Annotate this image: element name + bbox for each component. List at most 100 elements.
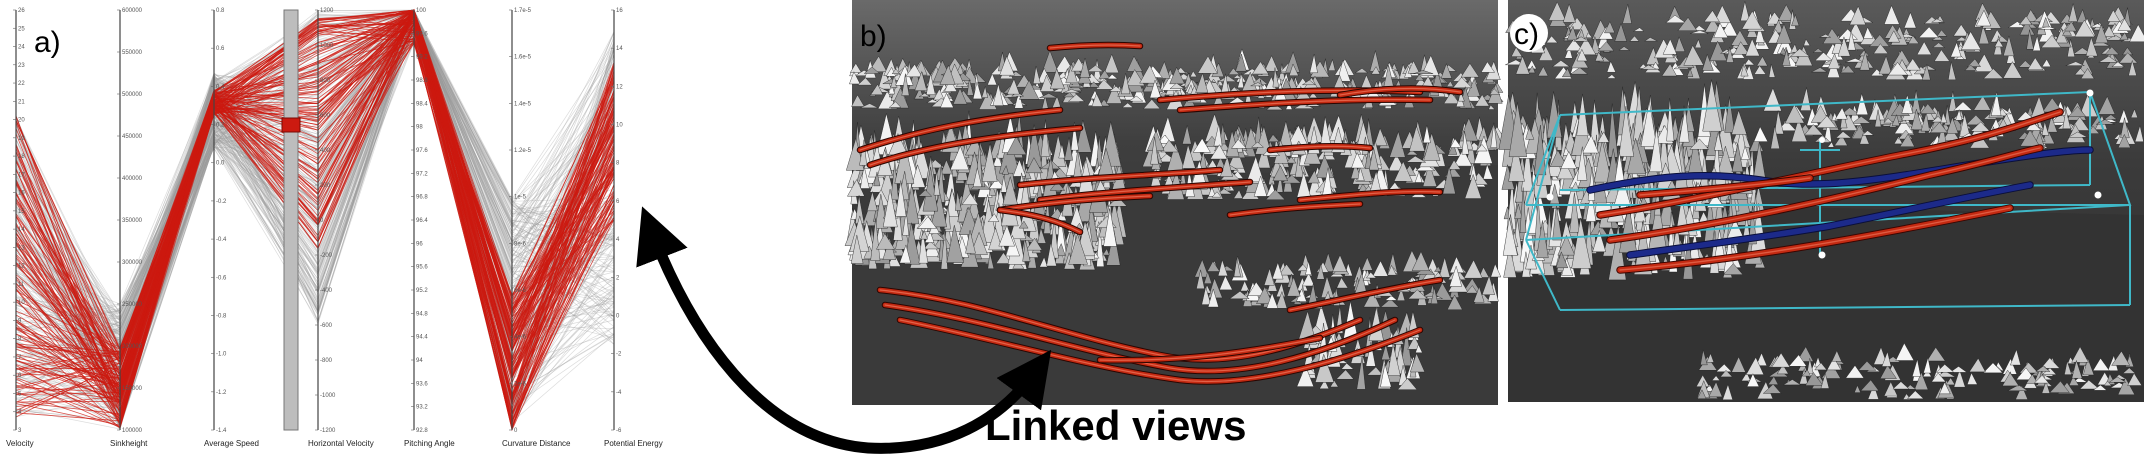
- terrain-spike: [2027, 57, 2044, 70]
- terrain-spike: [1683, 44, 1705, 66]
- terrain-spike: [1856, 92, 1869, 115]
- terrain-spike: [1393, 161, 1413, 182]
- tube-red[interactable]: [1617, 205, 2013, 273]
- pc-tick-label: 600: [320, 113, 331, 119]
- terrain-spike: [2047, 115, 2058, 133]
- axis-range-handle[interactable]: [281, 117, 301, 133]
- pc-tick-label: 0.4: [216, 84, 225, 90]
- terrain-spike: [2038, 25, 2057, 30]
- terrain-spike: [1414, 170, 1423, 183]
- terrain-spike: [1781, 49, 1791, 66]
- terrain-spike: [1791, 13, 1800, 26]
- terrain-spike: [2064, 360, 2072, 375]
- terrain-spike: [1571, 217, 1592, 269]
- terrain-spike: [1858, 360, 1877, 371]
- terrain-spike: [1755, 352, 1768, 366]
- terrain-spike: [1448, 143, 1458, 155]
- pc-tick-label: 1.2e-5: [514, 148, 532, 154]
- terrain-spike: [1014, 91, 1024, 109]
- pc-tick-label: 800: [320, 78, 331, 84]
- terrain-spike: [1789, 48, 1811, 57]
- pc-tick-label: -1.2: [216, 390, 227, 396]
- terrain-spike: [1006, 78, 1020, 95]
- terrain-spike: [1847, 30, 1856, 51]
- terrain-spike: [1450, 138, 1462, 148]
- terrain-spike: [1463, 259, 1483, 279]
- linked-views-arrow: [636, 206, 1052, 454]
- terrain-spike: [1041, 49, 1059, 73]
- pc-tick-label: 12: [18, 264, 25, 270]
- terrain-spike: [2025, 121, 2042, 131]
- terrain-spike: [1217, 188, 1233, 195]
- terrain-spike: [1899, 133, 1915, 147]
- terrain-spike: [1837, 36, 1851, 57]
- terrain-spike: [1572, 36, 1590, 42]
- terrain-spike: [1335, 369, 1355, 380]
- pc-tick-label: 0.8: [216, 8, 225, 14]
- terrain-spike: [1406, 149, 1419, 156]
- terrain-spike: [1208, 186, 1216, 197]
- terrain-spike: [1804, 124, 1824, 136]
- tube-red[interactable]: [1607, 145, 2043, 243]
- terrain-spike: [1709, 40, 1728, 61]
- terrain-spike: [1519, 187, 1527, 233]
- pc-tick-label: 1e-5: [514, 195, 527, 201]
- bounding-box-handles[interactable]: [1546, 89, 2102, 259]
- terrain-spike: [1803, 38, 1811, 46]
- terrain-spike: [1827, 141, 1835, 148]
- terrain-spike: [849, 62, 862, 73]
- terrain-spike: [1834, 107, 1848, 120]
- tube-highlight: [1299, 190, 1441, 201]
- terrain-spike: [972, 81, 983, 100]
- terrain-spike: [1086, 64, 1104, 72]
- terrain-spike: [1203, 270, 1213, 284]
- selection-bounding-box[interactable]: [1525, 90, 2132, 311]
- terrain-spike: [1873, 346, 1888, 365]
- terrain-spike: [1301, 272, 1315, 287]
- pc-tick-label: 19: [18, 136, 25, 142]
- terrain-spike: [1883, 4, 1900, 25]
- terrain-spike: [1711, 375, 1721, 381]
- terrain-spike: [1970, 121, 1991, 132]
- terrain-spike: [1181, 143, 1196, 169]
- terrain-spike: [1791, 118, 1808, 142]
- tube-red[interactable]: [1637, 175, 1813, 198]
- terrain-spike: [2122, 367, 2136, 374]
- terrain-spike: [1508, 142, 1525, 182]
- pc-tick-label: -1.4: [216, 428, 227, 434]
- tube-red[interactable]: [1597, 109, 2063, 218]
- terrain-spike: [1953, 369, 1966, 388]
- terrain-spike: [1296, 264, 1309, 271]
- terrain-spike: [1931, 372, 1947, 383]
- terrain-spike: [1860, 379, 1880, 391]
- terrain-spike: [1948, 91, 1957, 112]
- terrain-spike: [1755, 24, 1765, 43]
- pc-tick-label: 0.0: [216, 161, 225, 167]
- tube-blue[interactable]: [1627, 182, 2033, 258]
- terrain-spike: [1096, 224, 1105, 267]
- terrain-spike: [1990, 91, 2002, 116]
- terrain-spike: [2103, 114, 2118, 120]
- terrain-spike: [1893, 136, 1903, 145]
- tube-blue[interactable]: [1587, 147, 2093, 193]
- axis-range-slider[interactable]: [283, 9, 299, 431]
- terrain-spike: [1916, 41, 1932, 55]
- terrain-spike: [1892, 381, 1910, 390]
- terrain-spike: [1231, 139, 1247, 149]
- terrain-spike: [1879, 364, 1897, 379]
- terrain-spike: [1105, 82, 1122, 104]
- terrain-spike: [2019, 20, 2036, 36]
- terrain-spike: [1556, 159, 1574, 180]
- terrain-spike: [1677, 17, 1698, 31]
- terrain-spike: [1012, 159, 1027, 177]
- terrain-spike: [1415, 343, 1423, 353]
- terrain-spike: [888, 101, 902, 108]
- terrain-spike: [2117, 18, 2132, 31]
- terrain-spike: [1935, 364, 1955, 373]
- terrain-spike: [2002, 61, 2023, 79]
- terrain-spike: [1409, 125, 1426, 152]
- pc-tick-label: 1200: [320, 8, 334, 14]
- terrain-spike: [1422, 162, 1438, 187]
- terrain-spike: [1888, 62, 1909, 76]
- terrain-spike: [1062, 88, 1081, 93]
